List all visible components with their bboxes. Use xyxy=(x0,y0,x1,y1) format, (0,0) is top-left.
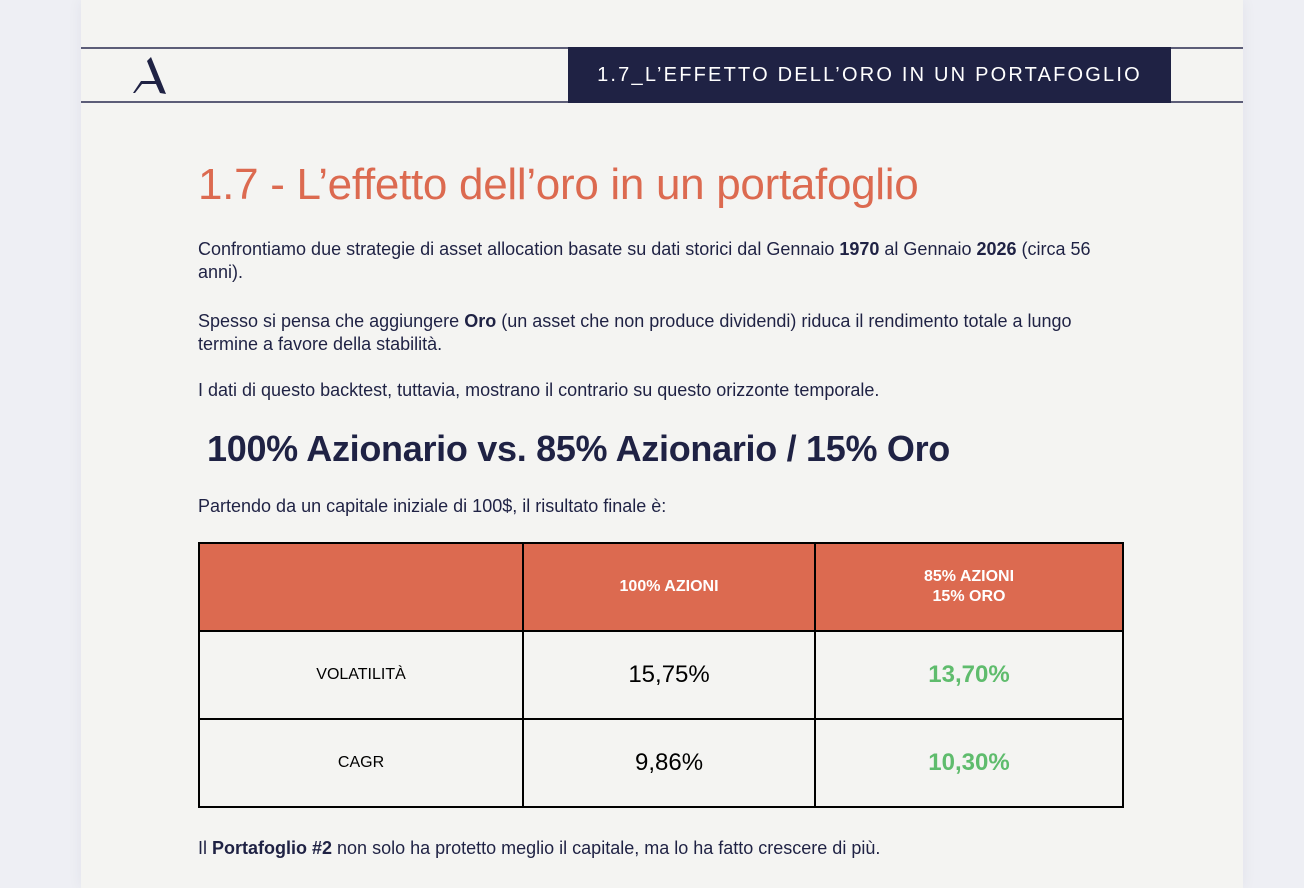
gold-paragraph: Spesso si pensa che aggiungere Oro (un a… xyxy=(198,311,1072,354)
section-header-label: 1.7_L’EFFETTO DELL’ORO IN UN PORTAFOGLIO xyxy=(568,47,1171,103)
table-header-row: 100% AZIONI 85% AZIONI 15% ORO xyxy=(197,542,1125,632)
comparison-table: 100% AZIONI 85% AZIONI 15% ORO VOLATILITÀ… xyxy=(197,542,1125,808)
volatilita-85-15: 13,70% xyxy=(813,630,1125,720)
table-row: VOLATILITÀ 15,75% 13,70% xyxy=(197,630,1125,720)
header-cell-100-azioni: 100% AZIONI xyxy=(522,542,816,632)
row-label-volatilita: VOLATILITÀ xyxy=(197,630,525,720)
comparison-subtitle: 100% Azionario vs. 85% Azionario / 15% O… xyxy=(207,428,950,469)
table-row: CAGR 9,86% 10,30% xyxy=(197,718,1125,808)
row-label-cagr: CAGR xyxy=(197,718,525,808)
cagr-85-15: 10,30% xyxy=(813,718,1125,808)
backtest-paragraph: I dati di questo backtest, tuttavia, mos… xyxy=(198,380,880,400)
document-page: 1.7_L’EFFETTO DELL’ORO IN UN PORTAFOGLIO… xyxy=(81,0,1243,888)
page-title: 1.7 - L’effetto dell’oro in un portafogl… xyxy=(198,160,919,209)
volatilita-100-azioni: 15,75% xyxy=(522,630,816,720)
intro-paragraph: Confrontiamo due strategie di asset allo… xyxy=(198,239,1091,282)
header-cell-empty xyxy=(197,542,525,632)
brand-logo-icon xyxy=(133,57,166,94)
header-cell-85-azioni-15-oro: 85% AZIONI 15% ORO xyxy=(813,542,1125,632)
conclusion-paragraph: Il Portafoglio #2 non solo ha protetto m… xyxy=(198,838,881,858)
cagr-100-azioni: 9,86% xyxy=(522,718,816,808)
lead-paragraph: Partendo da un capitale iniziale di 100$… xyxy=(198,496,667,516)
